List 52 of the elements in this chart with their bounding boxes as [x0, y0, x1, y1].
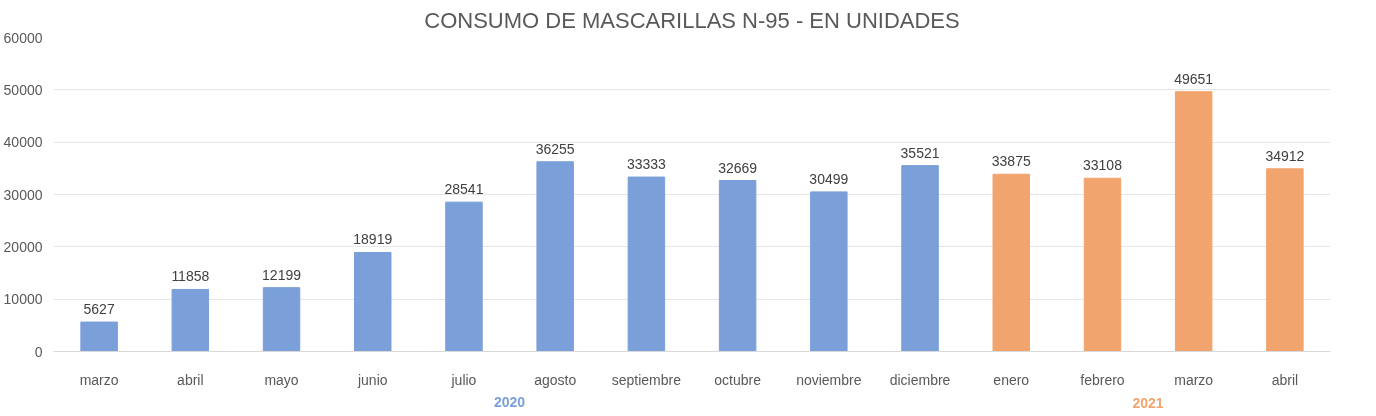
x-tick-label: septiembre	[611, 371, 682, 388]
bar	[80, 321, 118, 352]
data-label: 33875	[991, 153, 1031, 170]
data-label: 33333	[626, 156, 667, 173]
y-tick-label: 40000	[3, 134, 43, 151]
y-tick-label: 60000	[3, 29, 43, 46]
text: 2020	[494, 393, 526, 410]
bar	[810, 191, 848, 352]
bar	[1266, 168, 1304, 352]
x-tick-label: enero	[993, 371, 1030, 388]
text: 2021	[1132, 394, 1164, 411]
bar	[627, 176, 666, 352]
x-tick-label: abril	[177, 371, 204, 388]
data-label: 12199	[262, 266, 302, 283]
data-label: 34912	[1265, 147, 1305, 164]
data-label: 36255	[535, 140, 575, 157]
chart-title: CONSUMO DE MASCARILLAS N-95 - EN UNIDADES	[424, 7, 960, 33]
data-label: 11858	[171, 268, 210, 285]
x-tick-label: octubre	[714, 371, 762, 388]
data-label: 33108	[1083, 157, 1123, 174]
bar	[992, 173, 1030, 352]
x-tick-label: mayo	[264, 371, 299, 388]
x-tick-label: noviembre	[796, 371, 862, 388]
bar	[1083, 177, 1122, 352]
bar	[262, 287, 301, 352]
data-label: 28541	[444, 181, 484, 198]
y-tick-label: 50000	[3, 81, 43, 98]
bar	[354, 251, 392, 352]
x-tick-label: abril	[1271, 371, 1299, 388]
bar	[536, 161, 574, 352]
y-tick-label: 10000	[3, 291, 43, 308]
x-tick-label: diciembre	[889, 371, 951, 388]
y-tick-label: 0	[34, 343, 43, 360]
bar	[901, 165, 939, 352]
bar	[171, 288, 210, 352]
data-label: 30499	[809, 170, 849, 187]
x-tick-label: julio	[450, 371, 477, 388]
data-label: 35521	[900, 144, 940, 161]
y-tick-label: 20000	[3, 238, 43, 255]
x-tick-label: febrero	[1080, 371, 1125, 388]
y-tick-label: 30000	[3, 186, 43, 203]
x-tick-label: marzo	[79, 371, 119, 388]
bar	[1174, 91, 1213, 352]
bar	[445, 201, 483, 352]
x-tick-label: agosto	[534, 371, 577, 388]
data-label: 32669	[718, 159, 758, 176]
x-tick-label: marzo	[1174, 371, 1214, 388]
x-tick-label: junio	[356, 371, 388, 388]
data-label: 5627	[83, 301, 115, 318]
bar	[718, 180, 757, 352]
data-label: 18919	[353, 231, 393, 248]
data-label: 49651	[1174, 70, 1214, 87]
